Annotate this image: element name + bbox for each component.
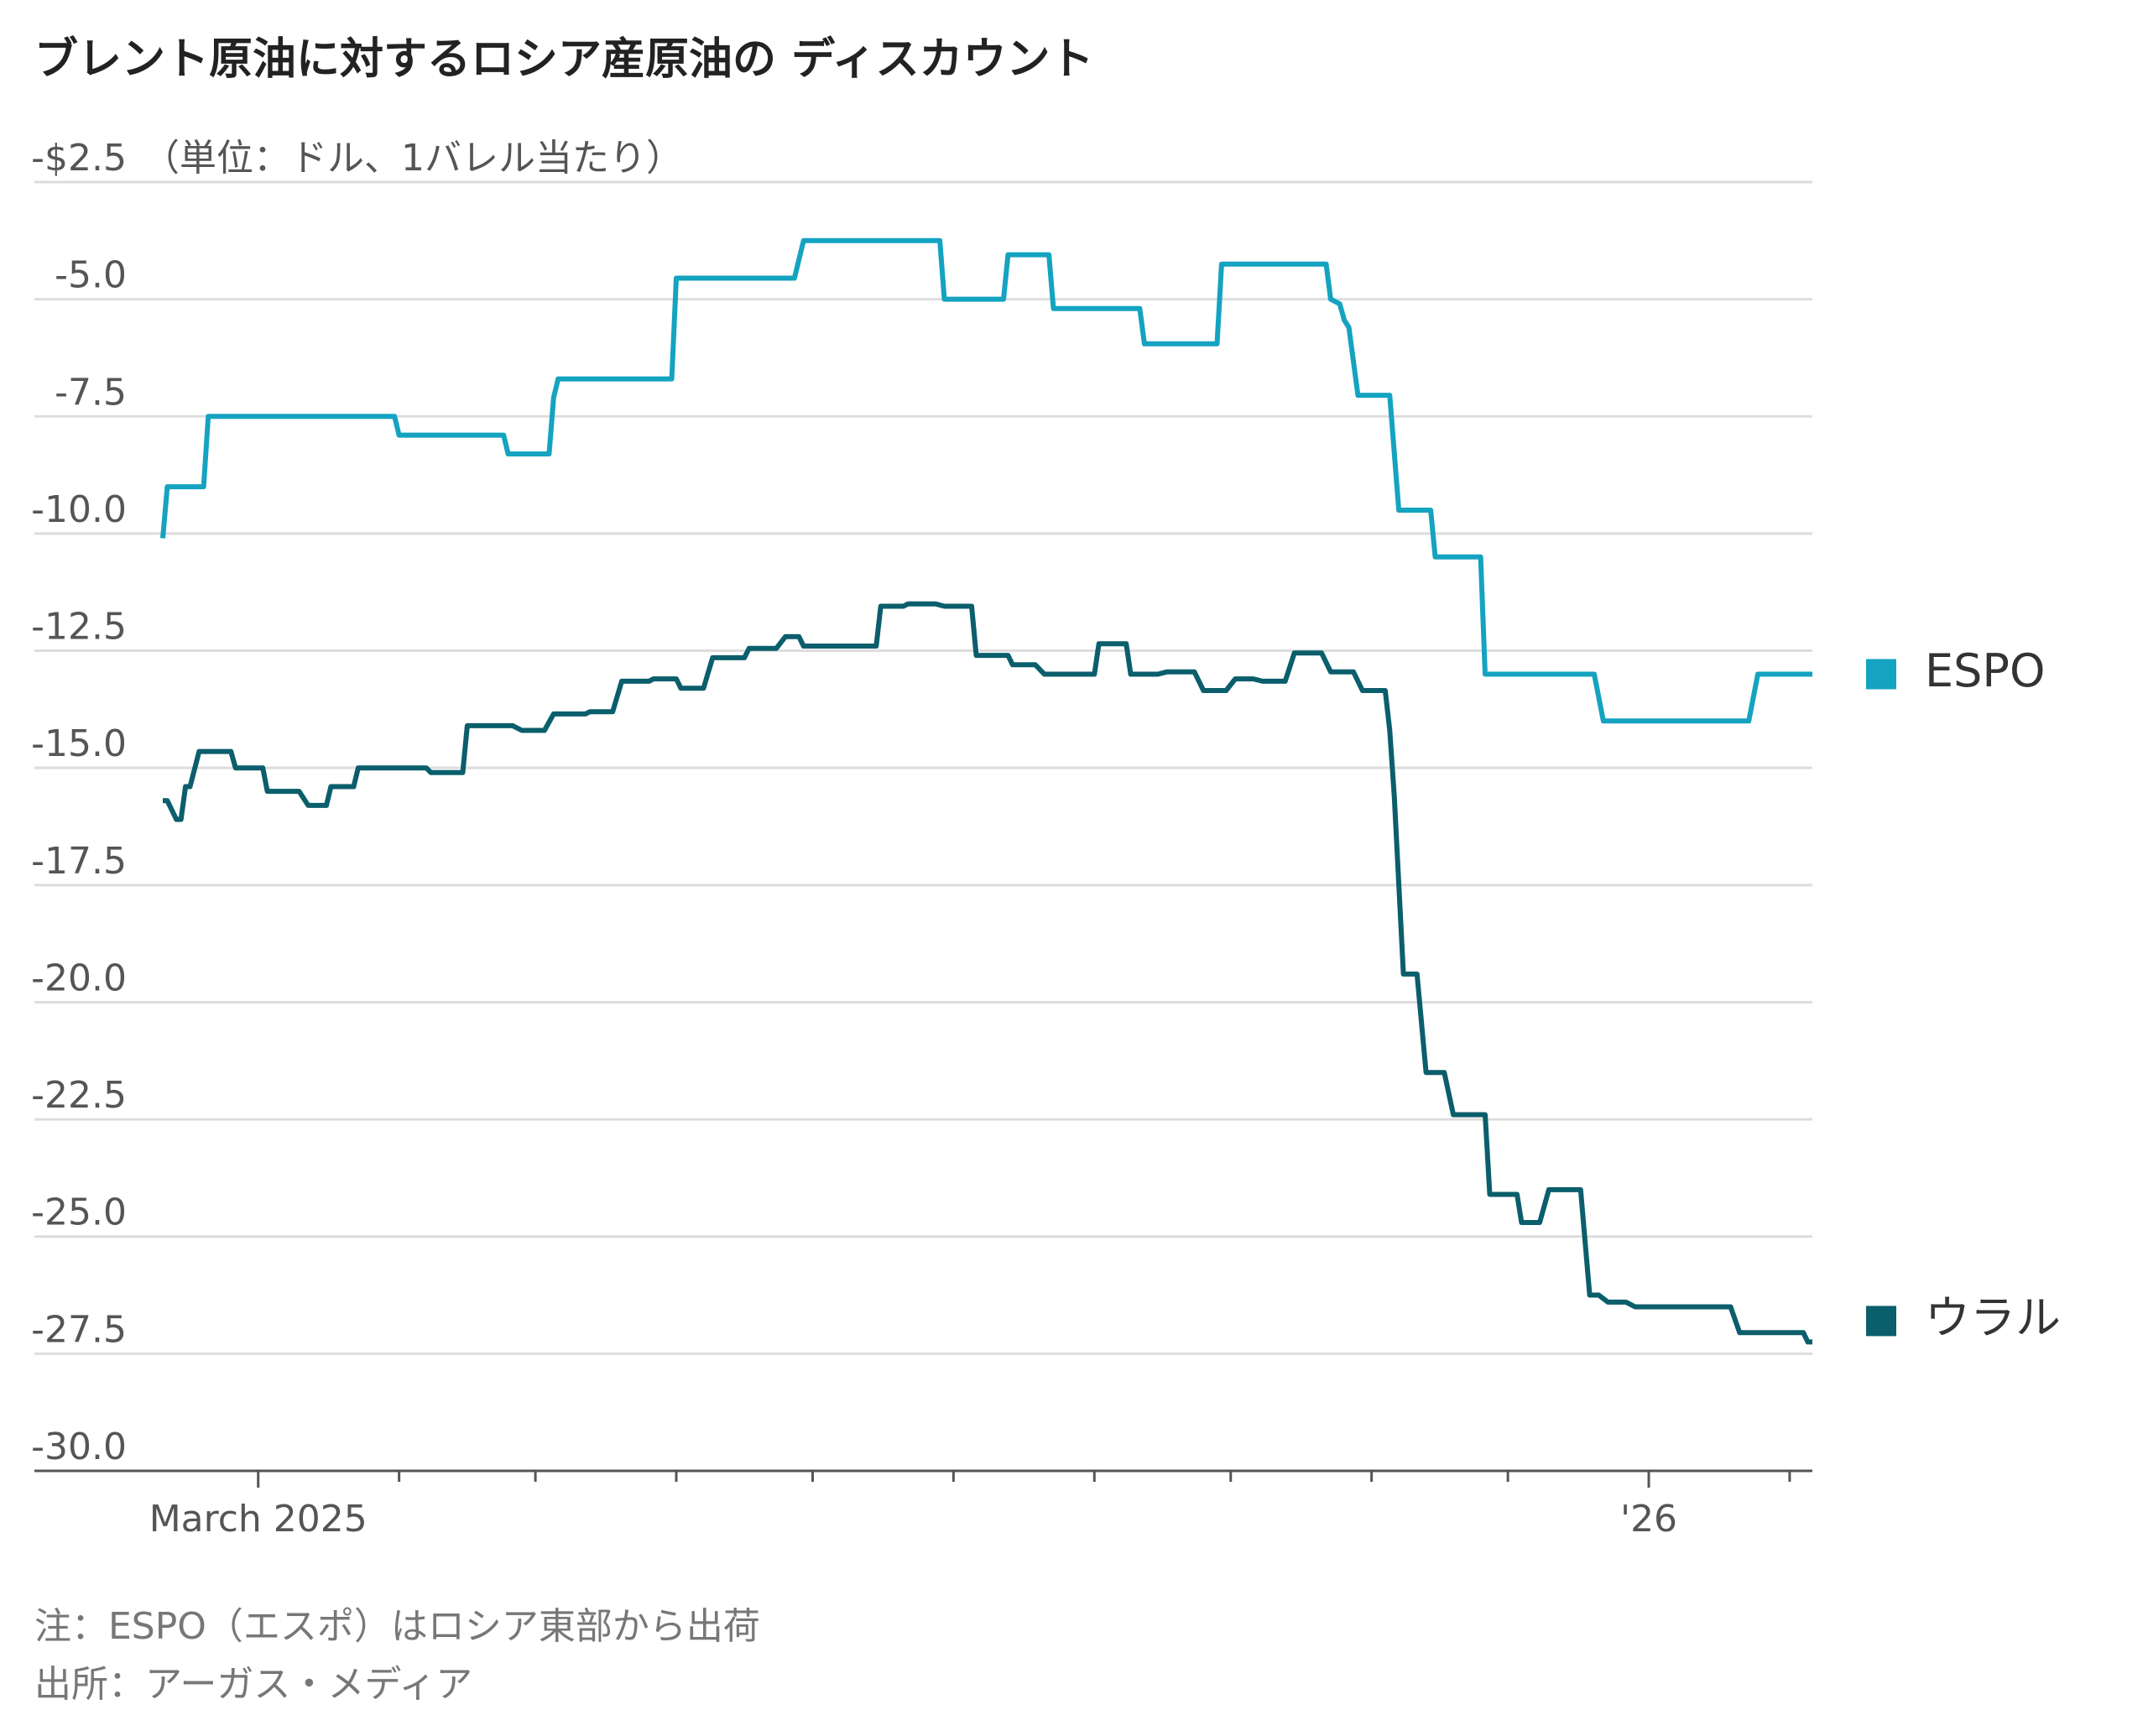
- note: 注：ESPO（エスポ）はロシア東部から出荷: [34, 1605, 760, 1648]
- y-tick-label: -20.0: [31, 957, 127, 999]
- legend-label: ウラル: [1925, 1291, 2061, 1344]
- y-tick-label: -27.5: [31, 1308, 127, 1351]
- y-tick-label: -22.5: [31, 1074, 127, 1117]
- y-tick-label: -15.0: [31, 722, 127, 765]
- chart-title: ブレント原油に対するロシア産原油の ディスカウント: [34, 34, 1093, 85]
- y-tick-label: -30.0: [31, 1426, 127, 1468]
- y-unit: （単位：ドル、1バレル当たり）: [143, 137, 683, 180]
- legend-label: ESPO: [1925, 644, 2045, 697]
- series-line: [163, 601, 1812, 1345]
- x-tick-label: '26: [1620, 1498, 1677, 1541]
- y-tick-label: -5.0: [55, 254, 127, 297]
- y-tick-label: -25.0: [31, 1191, 127, 1234]
- y-tick-label: -7.5: [55, 371, 127, 414]
- legend-swatch: [1866, 659, 1896, 690]
- y-tick-label: -17.5: [31, 840, 127, 883]
- y-tick-label: -$2.5: [31, 137, 127, 180]
- y-tick-label: -12.5: [31, 606, 127, 649]
- series-line: [160, 237, 1812, 724]
- y-tick-label: -10.0: [31, 488, 127, 531]
- legend-swatch: [1866, 1306, 1896, 1337]
- x-tick-label: March 2025: [149, 1498, 368, 1541]
- source: 出所：アーガス・メディア: [34, 1663, 472, 1706]
